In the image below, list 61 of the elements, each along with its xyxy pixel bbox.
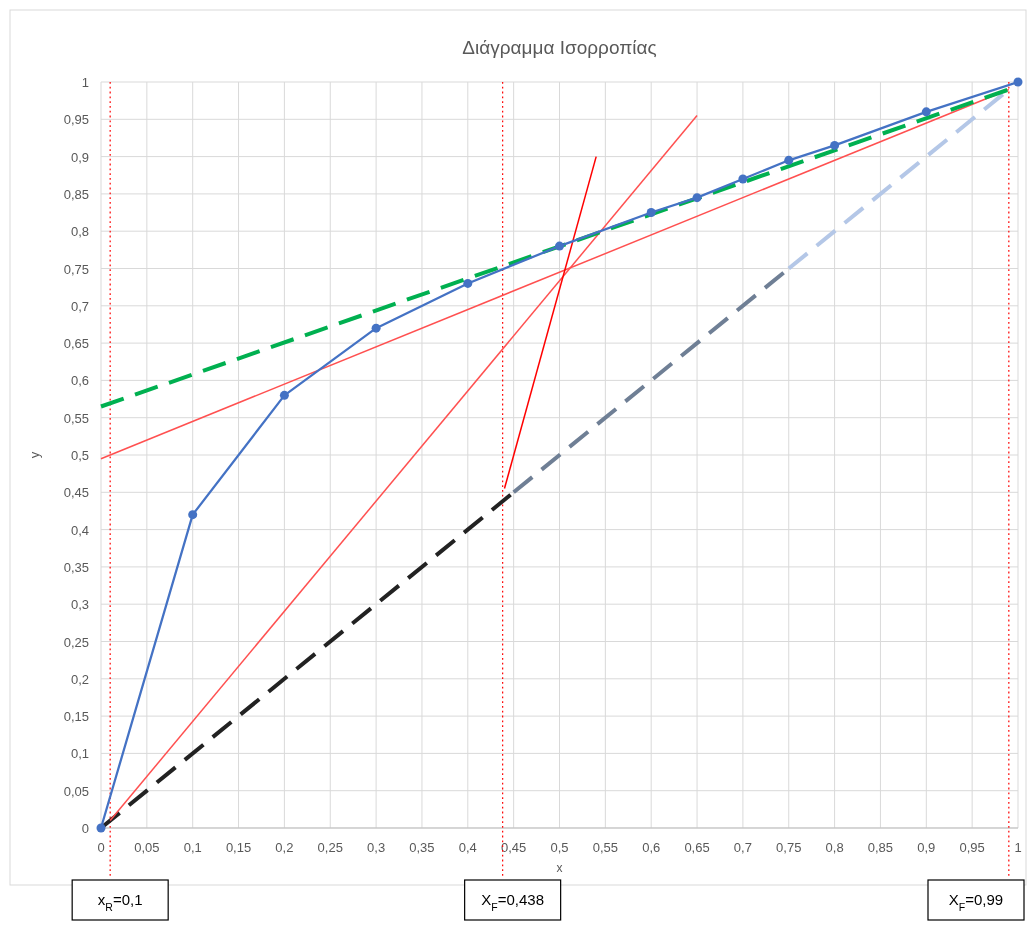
y-tick-label: 0,3 (70, 597, 89, 613)
y-tick-label: 0,95 (63, 112, 89, 128)
x-tick-label: 0,65 (684, 840, 710, 855)
y-tick-label: 0,05 (63, 783, 89, 799)
y-tick-label: 0 (81, 821, 89, 836)
x-tick-label: 0,6 (642, 840, 661, 855)
text: X$_{F}$=0,438 (481, 891, 545, 913)
x-tick-label: 0,5 (550, 840, 569, 855)
x-tick-label: 0,4 (458, 840, 477, 855)
x-tick-label: 0,85 (867, 840, 894, 855)
x-tick-label: 0,05 (134, 840, 160, 855)
x-tick-label: 0,1 (183, 840, 202, 855)
point (279, 390, 289, 400)
point (371, 323, 381, 333)
text: X$_{F}$=0,99 (948, 891, 1004, 913)
y-tick-label: 0,85 (63, 186, 89, 202)
x-tick-label: 0,35 (409, 840, 435, 855)
point (784, 155, 794, 165)
point (188, 510, 198, 520)
y-tick-label: 0,2 (70, 671, 89, 687)
point (921, 107, 931, 117)
x-tick-label: 0,3 (367, 840, 386, 855)
point (738, 174, 748, 184)
point (646, 208, 656, 218)
y-tick-label: 0,9 (70, 149, 89, 165)
y-tick-label: 0,4 (70, 522, 89, 538)
chart-title: Διάγραμμα Ισορροπίας (462, 37, 657, 58)
x-tick-label: 0,25 (317, 840, 343, 855)
point (830, 140, 840, 150)
point (1013, 77, 1023, 87)
y-tick-label: 0,6 (70, 373, 89, 389)
text: x$_{R}$=0,1 (97, 891, 143, 913)
x-tick-label: 0,95 (959, 840, 985, 855)
y-tick-label: 0,25 (63, 634, 89, 650)
y-tick-label: 0,65 (63, 336, 89, 352)
y-tick-label: 0,5 (70, 448, 89, 463)
y-tick-label: 0,8 (70, 224, 89, 240)
x-tick-label: 0,55 (592, 840, 619, 855)
y-tick-label: 0,35 (63, 559, 89, 575)
x-tick-label: 0,8 (825, 840, 844, 855)
y-tick-label: 0,45 (63, 485, 89, 501)
x-tick-label: 0,15 (225, 840, 252, 855)
y-tick-label: 0,7 (70, 298, 89, 314)
point (692, 193, 702, 203)
y-tick-label: 0,55 (63, 410, 89, 426)
x-tick-label: 0 (97, 840, 105, 855)
point (555, 241, 564, 251)
x-tick-label: 0,75 (776, 840, 802, 855)
y-tick-label: 0,15 (63, 709, 89, 725)
point (463, 278, 473, 288)
point (96, 823, 106, 833)
x-tick-label: 0,45 (500, 840, 527, 855)
x-axis-title: x (556, 861, 563, 875)
x-tick-label: 0,7 (733, 840, 752, 855)
x-tick-label: 0,2 (275, 840, 294, 855)
y-tick-label: 0,75 (63, 261, 89, 277)
y-tick-label: 1 (81, 75, 89, 90)
y-axis-title: y (27, 451, 42, 459)
y-tick-label: 0,1 (70, 746, 89, 762)
x-tick-label: 1 (1014, 840, 1022, 855)
x-tick-label: 0,9 (917, 840, 936, 855)
